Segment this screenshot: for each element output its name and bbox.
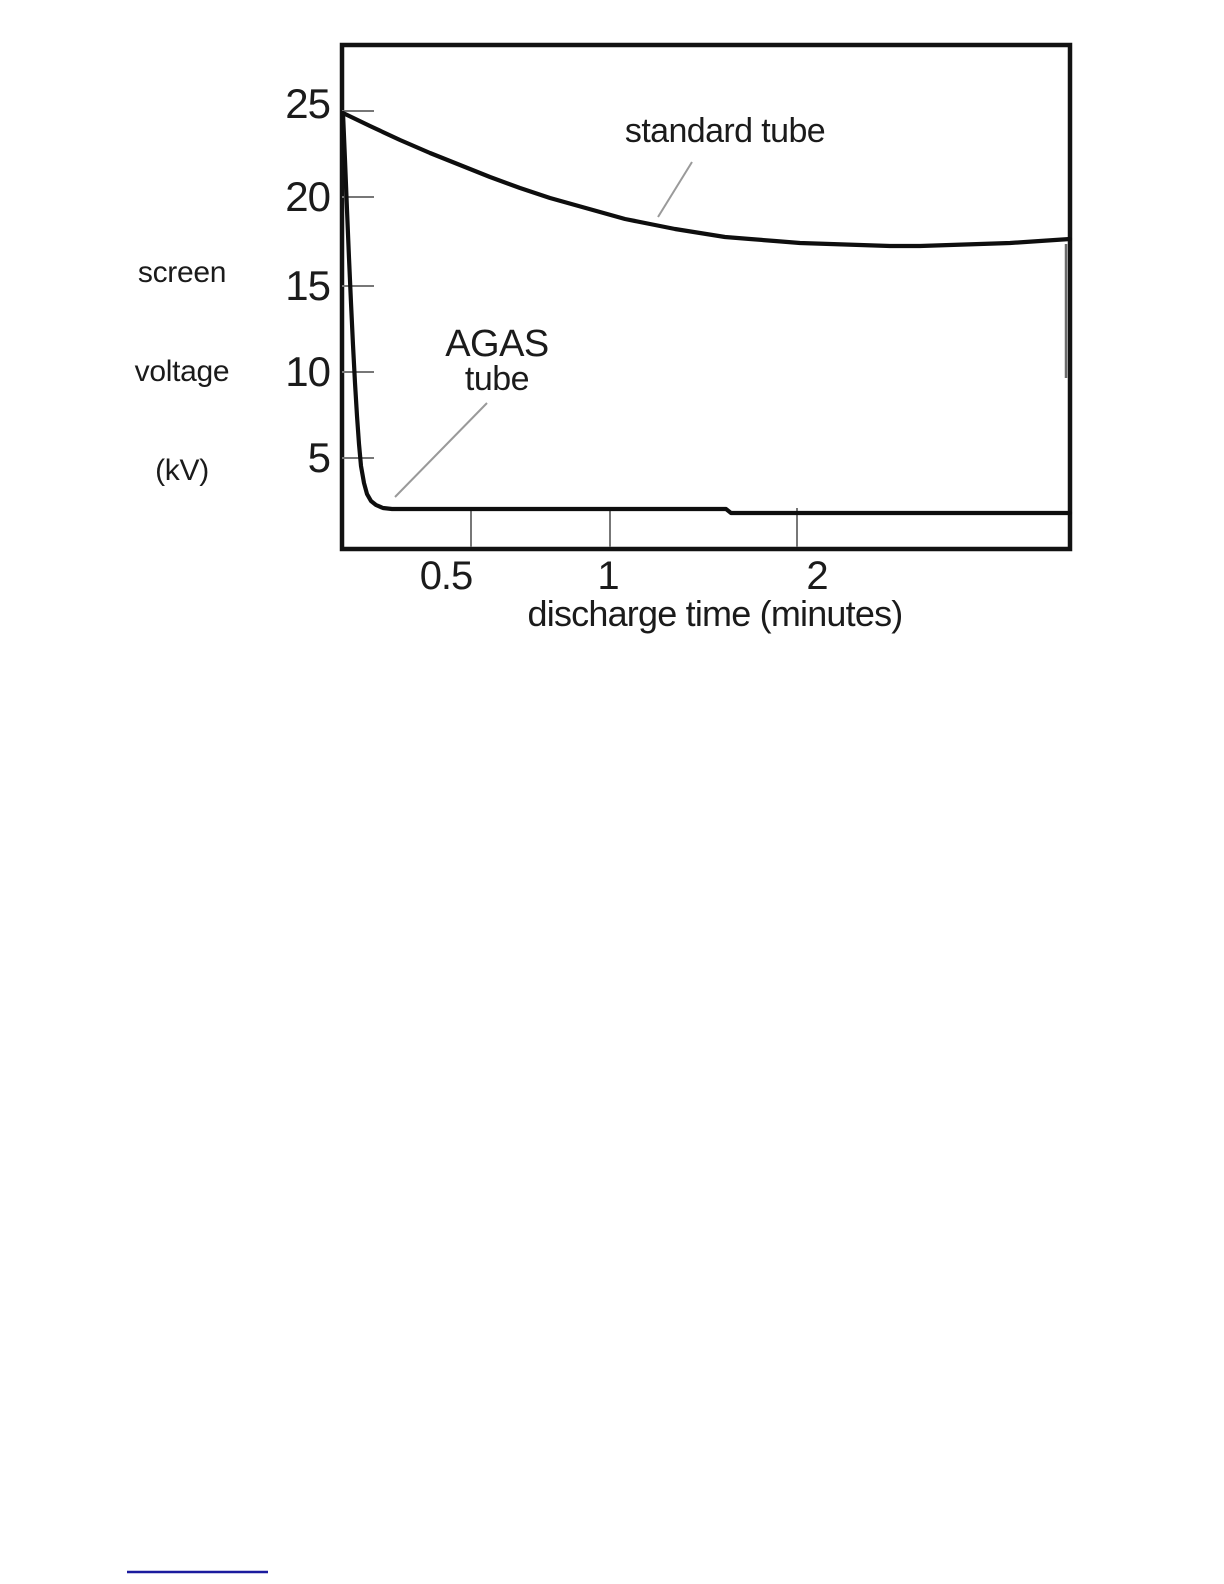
y-axis-title-line1: screen (137, 256, 227, 289)
x-axis-title: discharge time (minutes) (527, 593, 904, 634)
y-tick-label-20: 20 (285, 173, 331, 220)
y-tick-label-15: 15 (285, 262, 331, 309)
y-axis-title-line3: (kV) (155, 454, 209, 487)
standard-tube-curve (340, 110, 1073, 249)
x-tick-label-2: 2 (806, 554, 828, 598)
y-axis-title-line2: voltage (134, 355, 230, 388)
y-axis-title: screen voltage (kV) (106, 190, 258, 553)
agas-tube-annotation-line2: tube (464, 360, 530, 398)
standard-tube-annotation: standard tube (624, 112, 826, 150)
agas-tube-annotation-line1: AGAS (445, 323, 549, 365)
y-tick-label-25: 25 (285, 80, 331, 127)
plot-border (339, 42, 1073, 552)
agas-tube-leader-line (394, 402, 488, 498)
y-tick-label-10: 10 (285, 348, 331, 395)
y-tick-label-5: 5 (307, 434, 331, 481)
standard-tube-leader-line (657, 161, 693, 218)
x-tick-label-0_5: 0.5 (419, 554, 474, 598)
agas-tube-curve (340, 110, 1073, 516)
x-tick-label-1: 1 (597, 554, 619, 598)
